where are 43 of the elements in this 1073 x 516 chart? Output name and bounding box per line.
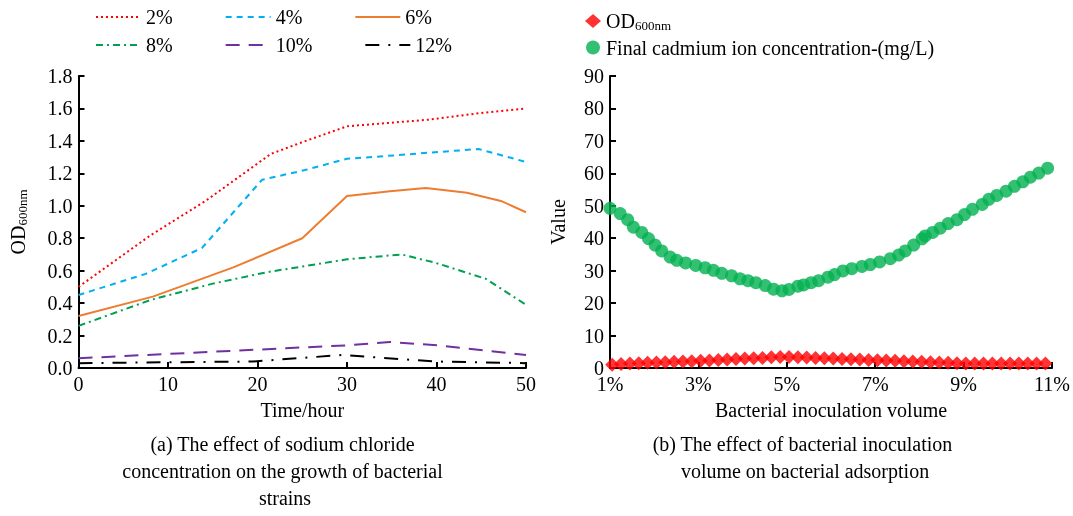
y-axis-title: OD600nm [7, 189, 30, 255]
x-tick-label: 10 [158, 373, 178, 395]
y-tick-label: 0.2 [47, 324, 73, 347]
y-tick-label: 1.2 [47, 162, 73, 185]
y-axis-title: Value [547, 199, 569, 245]
legend-label: 10% [275, 34, 313, 56]
text: (b) The effect of bacterial inoculation volume on bacterial adsorption [652, 432, 958, 483]
x-tick-label: 11% [1034, 373, 1070, 395]
y-tick-label: 1.6 [47, 97, 73, 120]
y-tick-label: 0.6 [47, 259, 73, 282]
y-tick-label: 1.4 [47, 129, 73, 152]
y-tick-label: 0.8 [47, 227, 73, 250]
x-tick-label: 40 [426, 373, 447, 395]
legend-label: OD600nm [606, 10, 672, 33]
y-tick-label: 1.0 [47, 194, 73, 217]
y-tick-label: 20 [584, 292, 604, 315]
x-tick-label: 20 [247, 373, 268, 395]
y-tick-label: 90 [584, 65, 604, 87]
y-tick-label: 30 [584, 259, 604, 282]
y-tick-label: 80 [584, 97, 604, 120]
x-tick-label: 50 [516, 373, 536, 395]
x-axis-title: Bacterial inoculation volume [714, 399, 948, 421]
y-tick-label: 0.0 [47, 357, 73, 379]
legend-label: 2% [146, 6, 173, 28]
legend-label: 4% [275, 6, 303, 28]
text: (a) The effect of sodium chloride concentration on the growth of bacterial strains [122, 432, 448, 509]
x-axis-title: Time/hour [260, 399, 345, 421]
y-tick-label: 60 [584, 162, 604, 185]
x-tick-label: 9% [950, 373, 977, 395]
x-tick-label: 3% [685, 373, 712, 395]
y-tick-label: 0.4 [47, 292, 73, 315]
legend-label: 8% [146, 34, 173, 56]
y-tick-label: 40 [584, 227, 604, 250]
y-tick-label: 70 [584, 129, 604, 152]
y-tick-label: 1.8 [47, 65, 73, 87]
x-tick-label: 30 [337, 373, 357, 395]
y-tick-label: 50 [584, 194, 604, 217]
x-tick-label: 5% [773, 373, 801, 395]
x-tick-label: 7% [861, 373, 889, 395]
legend-label: 6% [405, 6, 432, 28]
legend-label: 12% [415, 34, 452, 56]
legend-label: Final cadmium ion concentration-(mg/L) [606, 36, 935, 60]
y-tick-label: 10 [584, 324, 604, 347]
